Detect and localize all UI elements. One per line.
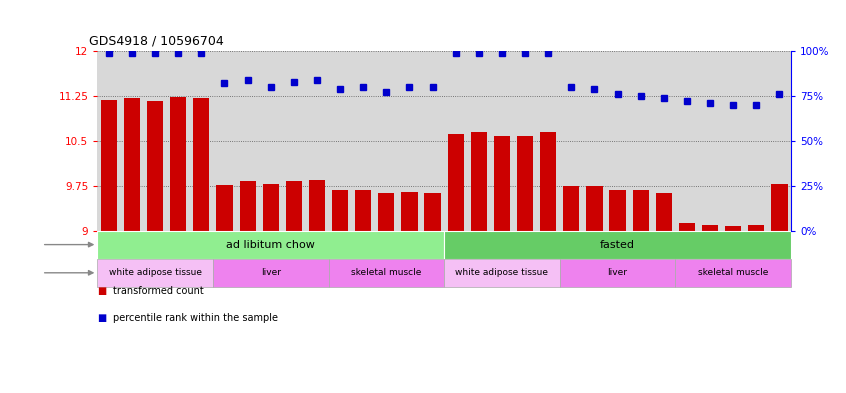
Bar bbox=[675, 259, 791, 287]
Text: transformed count: transformed count bbox=[113, 286, 203, 296]
Text: white adipose tissue: white adipose tissue bbox=[455, 268, 548, 277]
Text: liver: liver bbox=[261, 268, 281, 277]
Bar bbox=[448, 134, 464, 231]
Bar bbox=[213, 259, 328, 287]
Bar bbox=[560, 259, 675, 287]
Bar bbox=[748, 225, 765, 231]
Bar bbox=[262, 184, 279, 231]
Bar bbox=[217, 185, 233, 231]
Text: skeletal muscle: skeletal muscle bbox=[698, 268, 768, 277]
Text: ad libitum chow: ad libitum chow bbox=[226, 240, 316, 250]
Bar bbox=[355, 190, 371, 231]
Bar bbox=[328, 259, 444, 287]
Text: ■: ■ bbox=[97, 286, 107, 296]
Text: GDS4918 / 10596704: GDS4918 / 10596704 bbox=[89, 34, 223, 47]
Bar bbox=[586, 185, 602, 231]
Bar bbox=[170, 97, 186, 231]
Bar bbox=[563, 185, 580, 231]
Bar bbox=[633, 191, 649, 231]
Bar bbox=[124, 98, 140, 231]
Bar bbox=[444, 259, 560, 287]
Bar bbox=[101, 100, 117, 231]
Bar bbox=[332, 191, 349, 231]
Bar bbox=[444, 231, 791, 259]
Bar bbox=[193, 98, 210, 231]
Bar bbox=[147, 101, 163, 231]
Bar bbox=[494, 136, 510, 231]
Bar bbox=[97, 231, 444, 259]
Bar bbox=[517, 136, 533, 231]
Bar bbox=[772, 184, 788, 231]
Bar bbox=[239, 182, 255, 231]
Bar bbox=[609, 191, 626, 231]
Bar bbox=[702, 224, 718, 231]
Bar bbox=[401, 192, 418, 231]
Bar bbox=[286, 182, 302, 231]
Bar bbox=[378, 193, 394, 231]
Text: liver: liver bbox=[607, 268, 628, 277]
Text: fasted: fasted bbox=[600, 240, 635, 250]
Text: skeletal muscle: skeletal muscle bbox=[351, 268, 421, 277]
Bar bbox=[470, 132, 487, 231]
Text: percentile rank within the sample: percentile rank within the sample bbox=[113, 313, 277, 323]
Bar bbox=[678, 223, 695, 231]
Text: ■: ■ bbox=[97, 313, 107, 323]
Bar bbox=[97, 259, 213, 287]
Bar bbox=[725, 226, 741, 231]
Bar bbox=[309, 180, 325, 231]
Text: white adipose tissue: white adipose tissue bbox=[108, 268, 201, 277]
Bar bbox=[540, 132, 557, 231]
Bar bbox=[656, 193, 672, 231]
Bar bbox=[425, 193, 441, 231]
